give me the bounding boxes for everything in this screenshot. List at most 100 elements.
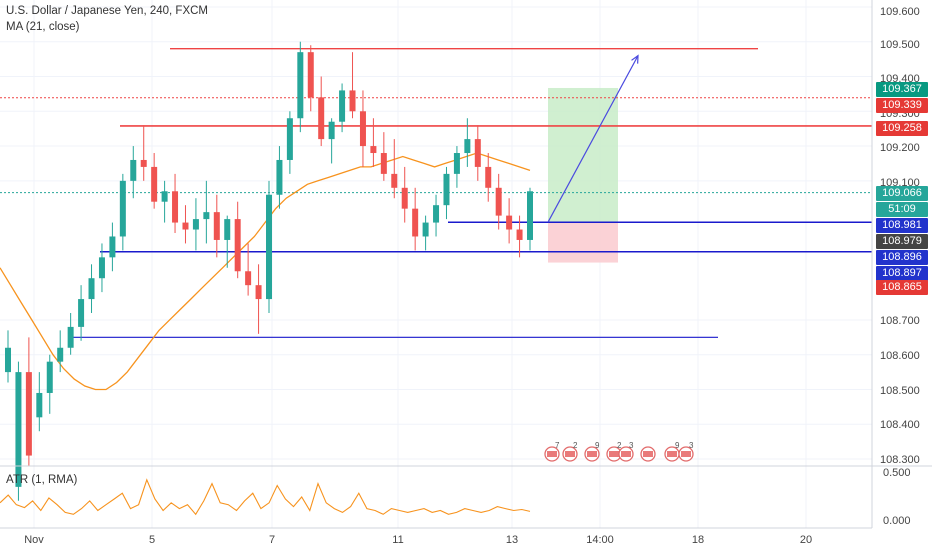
time-tick-label: 5 <box>149 534 155 546</box>
candle <box>15 361 22 501</box>
candle <box>349 52 356 119</box>
horizontal-levels[interactable] <box>0 48 872 338</box>
time-tick-label: 11 <box>392 534 403 546</box>
atr-tick-label: 0.000 <box>883 515 911 527</box>
flag-icon-stripes <box>587 451 597 457</box>
event-marker[interactable]: 3 <box>618 441 634 462</box>
candle <box>516 215 523 258</box>
projection-line[interactable] <box>547 55 639 223</box>
candle <box>422 215 429 251</box>
candle-body <box>464 139 471 154</box>
candle-body <box>151 166 158 202</box>
price-badge: 109.258 <box>876 121 928 136</box>
candle-body <box>485 166 492 188</box>
flag-icon-stripes <box>547 451 557 457</box>
candle <box>36 372 43 432</box>
flag-icon-stripes <box>643 451 653 457</box>
projection-arrowhead[interactable] <box>631 54 639 64</box>
ma-series-line <box>0 152 531 391</box>
candle <box>401 166 408 223</box>
candle <box>370 118 377 167</box>
candle-body <box>495 187 502 216</box>
candle <box>443 166 450 220</box>
flag-icon-stripes <box>565 451 575 457</box>
candle-body <box>276 159 283 195</box>
candle-body <box>255 285 262 300</box>
atr-legend: ATR (1, RMA) <box>6 474 78 486</box>
candles <box>5 41 533 501</box>
candle-body <box>380 153 387 174</box>
candle-body <box>130 159 137 181</box>
event-count: 9 <box>595 441 600 450</box>
atr-series-line <box>0 478 531 516</box>
price-badge: 108.865 <box>876 280 928 295</box>
candle <box>412 187 419 251</box>
price-badge: 109.367 <box>876 82 928 97</box>
candle-body <box>67 326 74 348</box>
candle-body <box>119 180 126 237</box>
candle <box>485 153 492 202</box>
candle <box>57 330 64 373</box>
event-count: 3 <box>689 441 694 450</box>
candle-body <box>182 222 189 230</box>
time-tick-label: 7 <box>269 534 275 546</box>
candle-body <box>516 229 523 240</box>
atr-tick-label: 0.500 <box>883 467 911 479</box>
candle <box>182 205 189 244</box>
candle <box>506 198 513 244</box>
candle-body <box>328 121 335 140</box>
candle <box>391 139 398 199</box>
position-zones <box>548 87 618 263</box>
candle <box>276 146 283 209</box>
candle-body <box>98 257 105 279</box>
candle-body <box>349 90 356 112</box>
candle <box>433 194 440 237</box>
candle <box>380 132 387 181</box>
event-marker[interactable]: 9 <box>664 441 680 462</box>
flag-icon-stripes <box>681 451 691 457</box>
candle-body <box>46 361 53 393</box>
event-marker[interactable] <box>640 446 656 462</box>
candle-body <box>318 97 325 140</box>
candle-body <box>401 187 408 209</box>
event-marker[interactable]: 2 <box>562 441 578 462</box>
price-tick-label: 109.200 <box>880 142 920 154</box>
candle-body <box>224 219 231 240</box>
candle-body <box>412 208 419 237</box>
price-badge: 109.339 <box>876 98 928 113</box>
candle-body <box>5 347 11 373</box>
candle-body <box>245 271 252 286</box>
candle <box>453 146 460 188</box>
candle <box>5 330 11 383</box>
event-count: 2 <box>573 441 578 450</box>
candle-body <box>57 347 64 362</box>
price-tick-label: 108.700 <box>880 315 920 327</box>
event-marker[interactable]: 7 <box>544 441 560 462</box>
candle <box>172 173 179 233</box>
candle <box>359 90 366 167</box>
candle-body <box>78 299 85 327</box>
candle-body <box>140 159 147 167</box>
price-badge: 108.979 <box>876 234 928 249</box>
candle-body <box>474 139 481 167</box>
event-count: 2 <box>617 441 622 450</box>
candle-body <box>443 173 450 206</box>
projection-arrow[interactable] <box>547 54 639 223</box>
flag-icon-stripes <box>621 451 631 457</box>
event-marker[interactable]: 3 <box>678 441 694 462</box>
price-badge: 108.896 <box>876 250 928 265</box>
candle-body <box>203 212 210 220</box>
candle <box>266 180 272 313</box>
event-marker[interactable]: 9 <box>584 441 600 462</box>
price-tick-label: 109.600 <box>880 6 920 18</box>
candle-body <box>506 215 513 230</box>
candle-body <box>213 212 220 240</box>
candle <box>245 243 252 296</box>
candle <box>98 243 105 293</box>
candle <box>464 118 471 167</box>
candle-body <box>370 146 377 154</box>
time-tick-label: 14:00 <box>586 534 614 546</box>
candle <box>328 118 335 164</box>
